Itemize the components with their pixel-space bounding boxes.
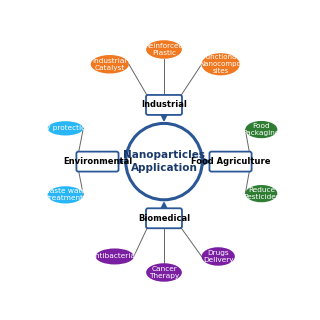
FancyBboxPatch shape <box>146 95 182 115</box>
Ellipse shape <box>146 263 182 282</box>
FancyBboxPatch shape <box>210 152 252 172</box>
FancyBboxPatch shape <box>146 208 182 228</box>
Ellipse shape <box>91 55 129 74</box>
Ellipse shape <box>146 40 182 59</box>
Ellipse shape <box>245 185 277 202</box>
Text: Reduce
Pesticides: Reduce Pesticides <box>243 187 280 200</box>
FancyBboxPatch shape <box>76 152 118 172</box>
Text: Industrial
Catalyst: Industrial Catalyst <box>92 58 127 71</box>
Text: Waste water
treatment: Waste water treatment <box>43 188 88 201</box>
Text: Food
Packaging: Food Packaging <box>243 123 280 136</box>
Text: Nanoparticles
Application: Nanoparticles Application <box>123 150 205 173</box>
Text: Cancer
Therapy: Cancer Therapy <box>149 266 179 279</box>
Text: Food Agriculture: Food Agriculture <box>191 157 270 166</box>
Circle shape <box>126 124 202 200</box>
Ellipse shape <box>48 121 83 135</box>
Ellipse shape <box>202 53 240 75</box>
Text: UV protection: UV protection <box>40 125 91 131</box>
Text: Industrial: Industrial <box>141 100 187 109</box>
Ellipse shape <box>202 247 235 266</box>
Text: Functional
Nanocompo
sites: Functional Nanocompo sites <box>200 54 242 74</box>
Text: Environmental: Environmental <box>63 157 132 166</box>
Text: Biomedical: Biomedical <box>138 214 190 223</box>
Ellipse shape <box>48 186 83 204</box>
Text: Antibacterial: Antibacterial <box>91 253 138 260</box>
Ellipse shape <box>96 248 134 264</box>
Text: Reinforced
Plastic: Reinforced Plastic <box>144 43 184 56</box>
Ellipse shape <box>245 121 277 138</box>
Text: Drugs
Delivery: Drugs Delivery <box>203 250 234 263</box>
